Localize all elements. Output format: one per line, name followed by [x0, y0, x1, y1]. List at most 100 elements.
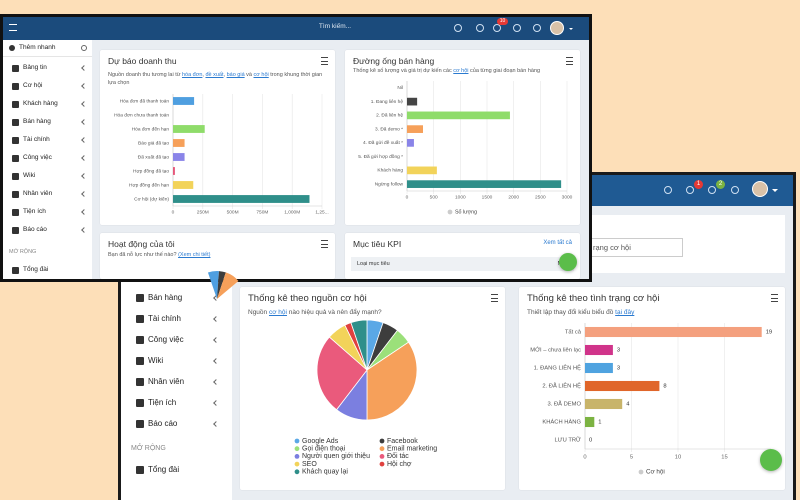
- text: nào hiệu quả và nên đẩy mạnh?: [286, 309, 382, 316]
- panel-title: Thống kê theo tình trạng cơ hội: [527, 293, 660, 304]
- y-tick-label: Hóa đơn chưa thanh toán: [114, 112, 169, 118]
- bar: [173, 139, 185, 147]
- menu-icon: [12, 82, 19, 90]
- panel-menu[interactable]: [491, 294, 498, 302]
- header-icon[interactable]: [533, 24, 541, 32]
- legend-marker: [638, 469, 644, 475]
- chat-button[interactable]: [559, 253, 577, 271]
- menu-item[interactable]: Bán hàng: [23, 118, 51, 126]
- y-tick-label: Báo giá đã tạo: [138, 140, 169, 146]
- menu-toggle[interactable]: [9, 24, 17, 31]
- bar: [173, 97, 195, 105]
- menu-item[interactable]: Tài chính: [148, 314, 181, 324]
- legend-label: Đối tác: [387, 451, 409, 460]
- panel-menu[interactable]: [566, 57, 573, 65]
- section-label: MỞ RỘNG: [9, 249, 37, 255]
- menu-item[interactable]: Tiện ích: [148, 398, 177, 408]
- view-all-link[interactable]: Xem tất cả: [543, 240, 572, 246]
- menu-item[interactable]: Báo cáo: [23, 226, 47, 234]
- menu-item[interactable]: Tổng đài: [23, 266, 49, 274]
- menu-item[interactable]: Cơ hội: [23, 82, 43, 90]
- header-icon[interactable]: [454, 24, 462, 32]
- panel-title: Mục tiêu KPI: [353, 239, 402, 249]
- legend-label: SEO: [302, 461, 317, 468]
- menu-item[interactable]: Công việc: [23, 154, 52, 162]
- menu-icon: [12, 226, 19, 234]
- search-placeholder[interactable]: Tìm kiếm...: [318, 23, 352, 30]
- chat-button[interactable]: [760, 449, 782, 471]
- link[interactable]: tại đây: [615, 309, 635, 316]
- header-icon[interactable]: [664, 186, 672, 194]
- x-tick-label: 3000: [562, 194, 573, 200]
- y-tick-label: 2. Đã liên hệ: [376, 113, 403, 119]
- link[interactable]: cơ hội: [253, 72, 269, 78]
- y-tick-label: Ngừng follow: [375, 181, 404, 187]
- menu-item[interactable]: Bảng tin: [23, 64, 47, 72]
- bar: [585, 398, 623, 410]
- x-tick-label: 1,000M: [284, 209, 300, 215]
- menu-item[interactable]: Báo cáo: [148, 419, 178, 429]
- menu-icon: [136, 294, 144, 302]
- header-icon[interactable]: [513, 24, 521, 32]
- link[interactable]: cơ hội: [453, 68, 469, 74]
- panel-title: Đường ống bán hàng: [353, 56, 435, 66]
- menu-item[interactable]: Khách hàng: [23, 100, 58, 108]
- x-tick-label: 500: [430, 194, 438, 200]
- bar: [585, 362, 613, 374]
- link[interactable]: cơ hội: [268, 309, 287, 316]
- link[interactable]: đề xuất: [205, 72, 224, 78]
- header-caret[interactable]: [772, 189, 778, 195]
- text: Nguồn: [248, 309, 269, 316]
- badge: 1: [694, 180, 703, 189]
- menu-item[interactable]: Wiki: [23, 172, 36, 180]
- filter-select[interactable]: rạng cơ hội: [575, 238, 683, 257]
- menu-icon: [136, 315, 144, 323]
- menu-item[interactable]: Wiki: [148, 356, 164, 366]
- text: Bạn đã nỗ lực như thế nào?: [108, 252, 179, 258]
- pie-slice: [350, 319, 368, 371]
- y-tick-label: Tất cả: [565, 330, 582, 336]
- menu-icon: [12, 266, 19, 274]
- avatar[interactable]: [550, 21, 564, 35]
- x-tick-label: 250M: [197, 209, 209, 215]
- decor-arc: [217, 272, 239, 299]
- header-icon[interactable]: [708, 186, 716, 194]
- header-caret[interactable]: [569, 28, 573, 32]
- link[interactable]: hóa đơn: [181, 72, 203, 78]
- menu-item[interactable]: Nhân viên: [23, 190, 53, 198]
- header-icon[interactable]: [686, 186, 694, 194]
- bar: [173, 167, 175, 175]
- legend-label: Facebook: [387, 438, 418, 445]
- y-tick-label: Hóa đơn đã thanh toán: [120, 98, 170, 104]
- menu-item[interactable]: Bán hàng: [148, 293, 183, 303]
- x-tick-label: 2500: [535, 194, 546, 200]
- y-tick-label: Nil: [397, 85, 403, 91]
- help-icon: [81, 45, 87, 51]
- x-tick-label: 1500: [482, 194, 493, 200]
- panel-menu[interactable]: [321, 57, 328, 65]
- panel-menu[interactable]: [771, 294, 778, 302]
- menu-icon: [136, 420, 144, 428]
- x-tick-label: 0: [583, 455, 586, 461]
- legend-marker: [447, 209, 453, 215]
- header-icon[interactable]: [493, 24, 501, 32]
- menu-item[interactable]: Nhân viên: [148, 377, 185, 387]
- menu-item[interactable]: Tổng đài: [148, 465, 180, 475]
- panel-menu[interactable]: [321, 240, 328, 248]
- y-tick-label: 5. Đã gửi hợp đồng *: [358, 153, 403, 160]
- bar: [407, 166, 437, 175]
- header-icon[interactable]: [731, 186, 739, 194]
- menu-icon: [136, 357, 144, 365]
- link[interactable]: (Xem chi tiết): [178, 252, 211, 258]
- menu-item[interactable]: Tài chính: [23, 136, 50, 144]
- header-icon[interactable]: [476, 24, 484, 32]
- legend-label: Khách quay lại: [302, 469, 348, 476]
- link[interactable]: báo giá: [226, 72, 245, 78]
- quick-add[interactable]: Thêm nhanh: [19, 44, 56, 51]
- menu-icon: [12, 154, 19, 162]
- text: và: [244, 72, 254, 78]
- menu-item[interactable]: Công việc: [148, 335, 184, 345]
- menu-item[interactable]: Tiện ích: [23, 208, 46, 216]
- avatar[interactable]: [752, 181, 768, 197]
